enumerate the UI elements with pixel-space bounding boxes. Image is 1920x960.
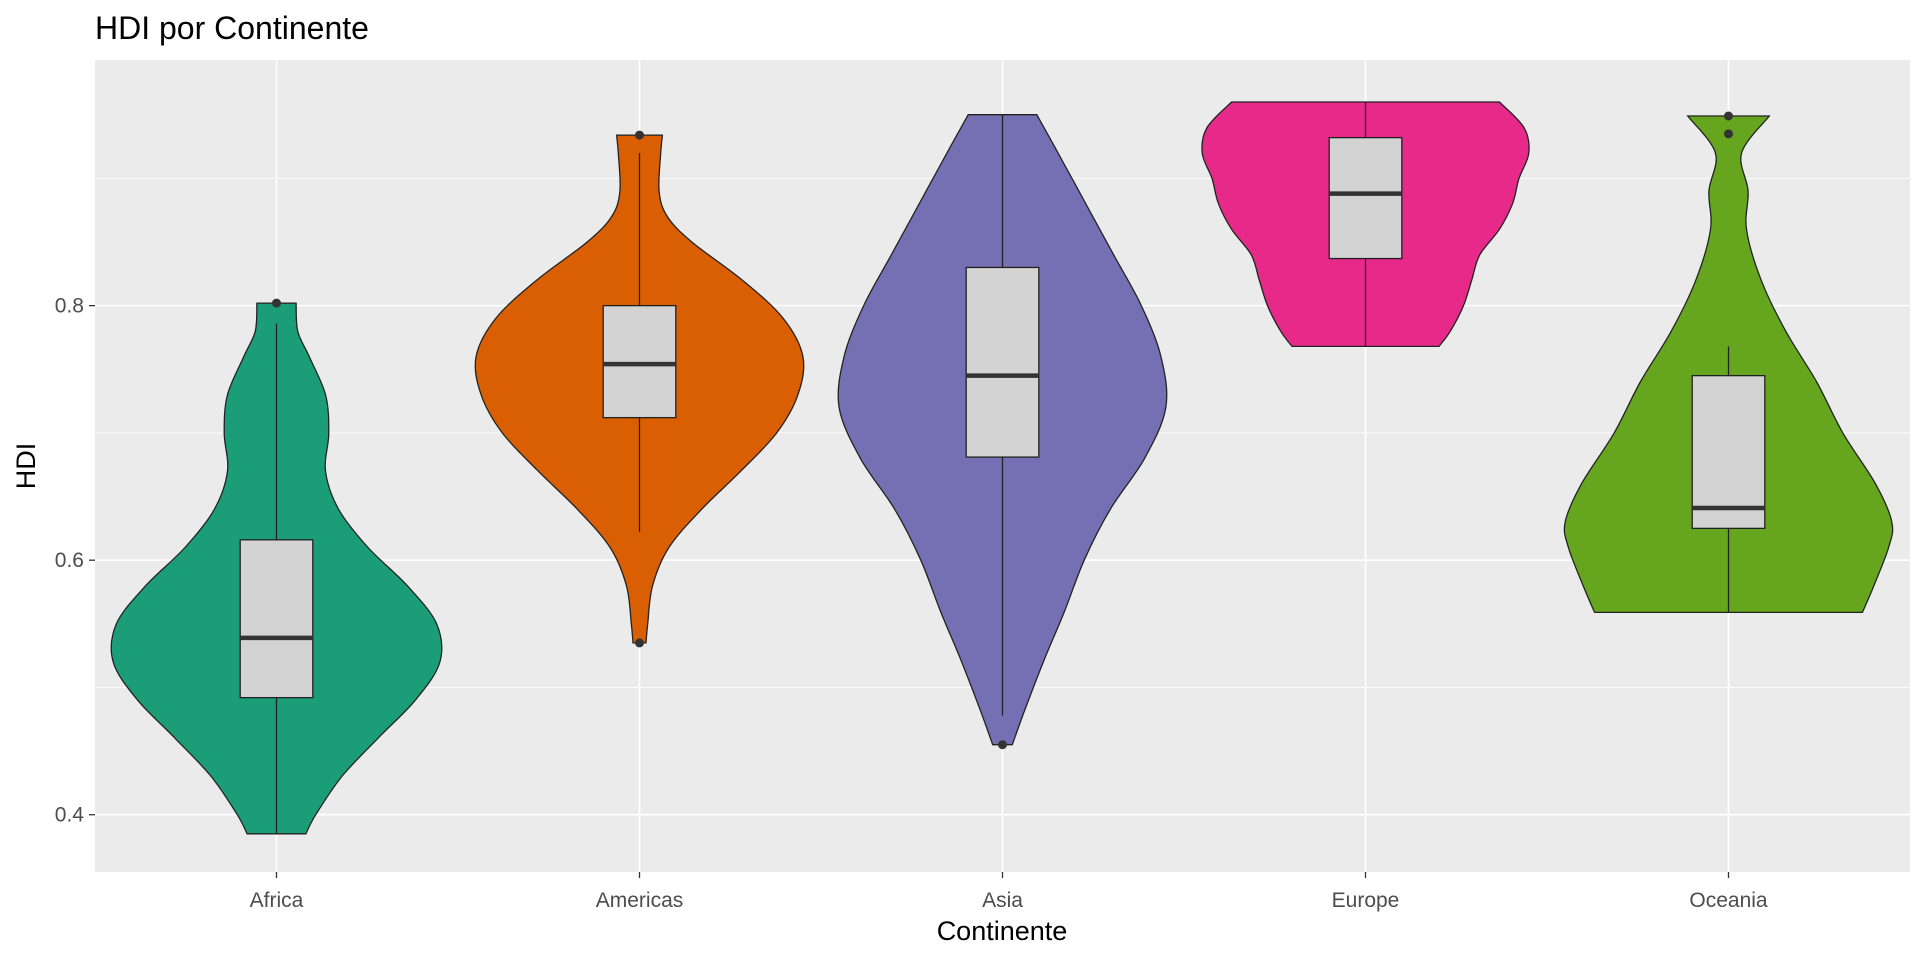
outlier-point <box>1724 111 1733 121</box>
x-tick-label: Americas <box>596 889 684 912</box>
box-iqr <box>239 539 314 699</box>
x-tick-label: Europe <box>1332 889 1400 912</box>
y-tick-label: 0.6 <box>55 549 84 572</box>
chart-title: HDI por Continente <box>95 10 369 46</box>
x-axis-title: Continente <box>937 916 1068 946</box>
box-iqr <box>1328 136 1403 260</box>
x-tick-label: Oceania <box>1689 889 1768 912</box>
x-tick-label: Africa <box>250 889 304 912</box>
y-tick-label: 0.8 <box>55 295 84 318</box>
boxplots-layer <box>239 102 1766 834</box>
outlier-point <box>272 298 281 308</box>
box-iqr <box>965 266 1040 458</box>
outlier-point <box>635 130 644 140</box>
outlier-point <box>998 740 1007 750</box>
outlier-point <box>1724 129 1733 139</box>
box-iqr <box>602 304 677 419</box>
axes-layer: 0.4 0.6 0.8 Africa Americas Asia Europe Oceania <box>55 295 1768 912</box>
box-iqr <box>1691 374 1766 530</box>
y-tick-label: 0.4 <box>55 804 85 827</box>
outlier-point <box>635 638 644 648</box>
y-axis-title: HDI <box>11 443 41 490</box>
x-tick-label: Asia <box>982 889 1023 912</box>
